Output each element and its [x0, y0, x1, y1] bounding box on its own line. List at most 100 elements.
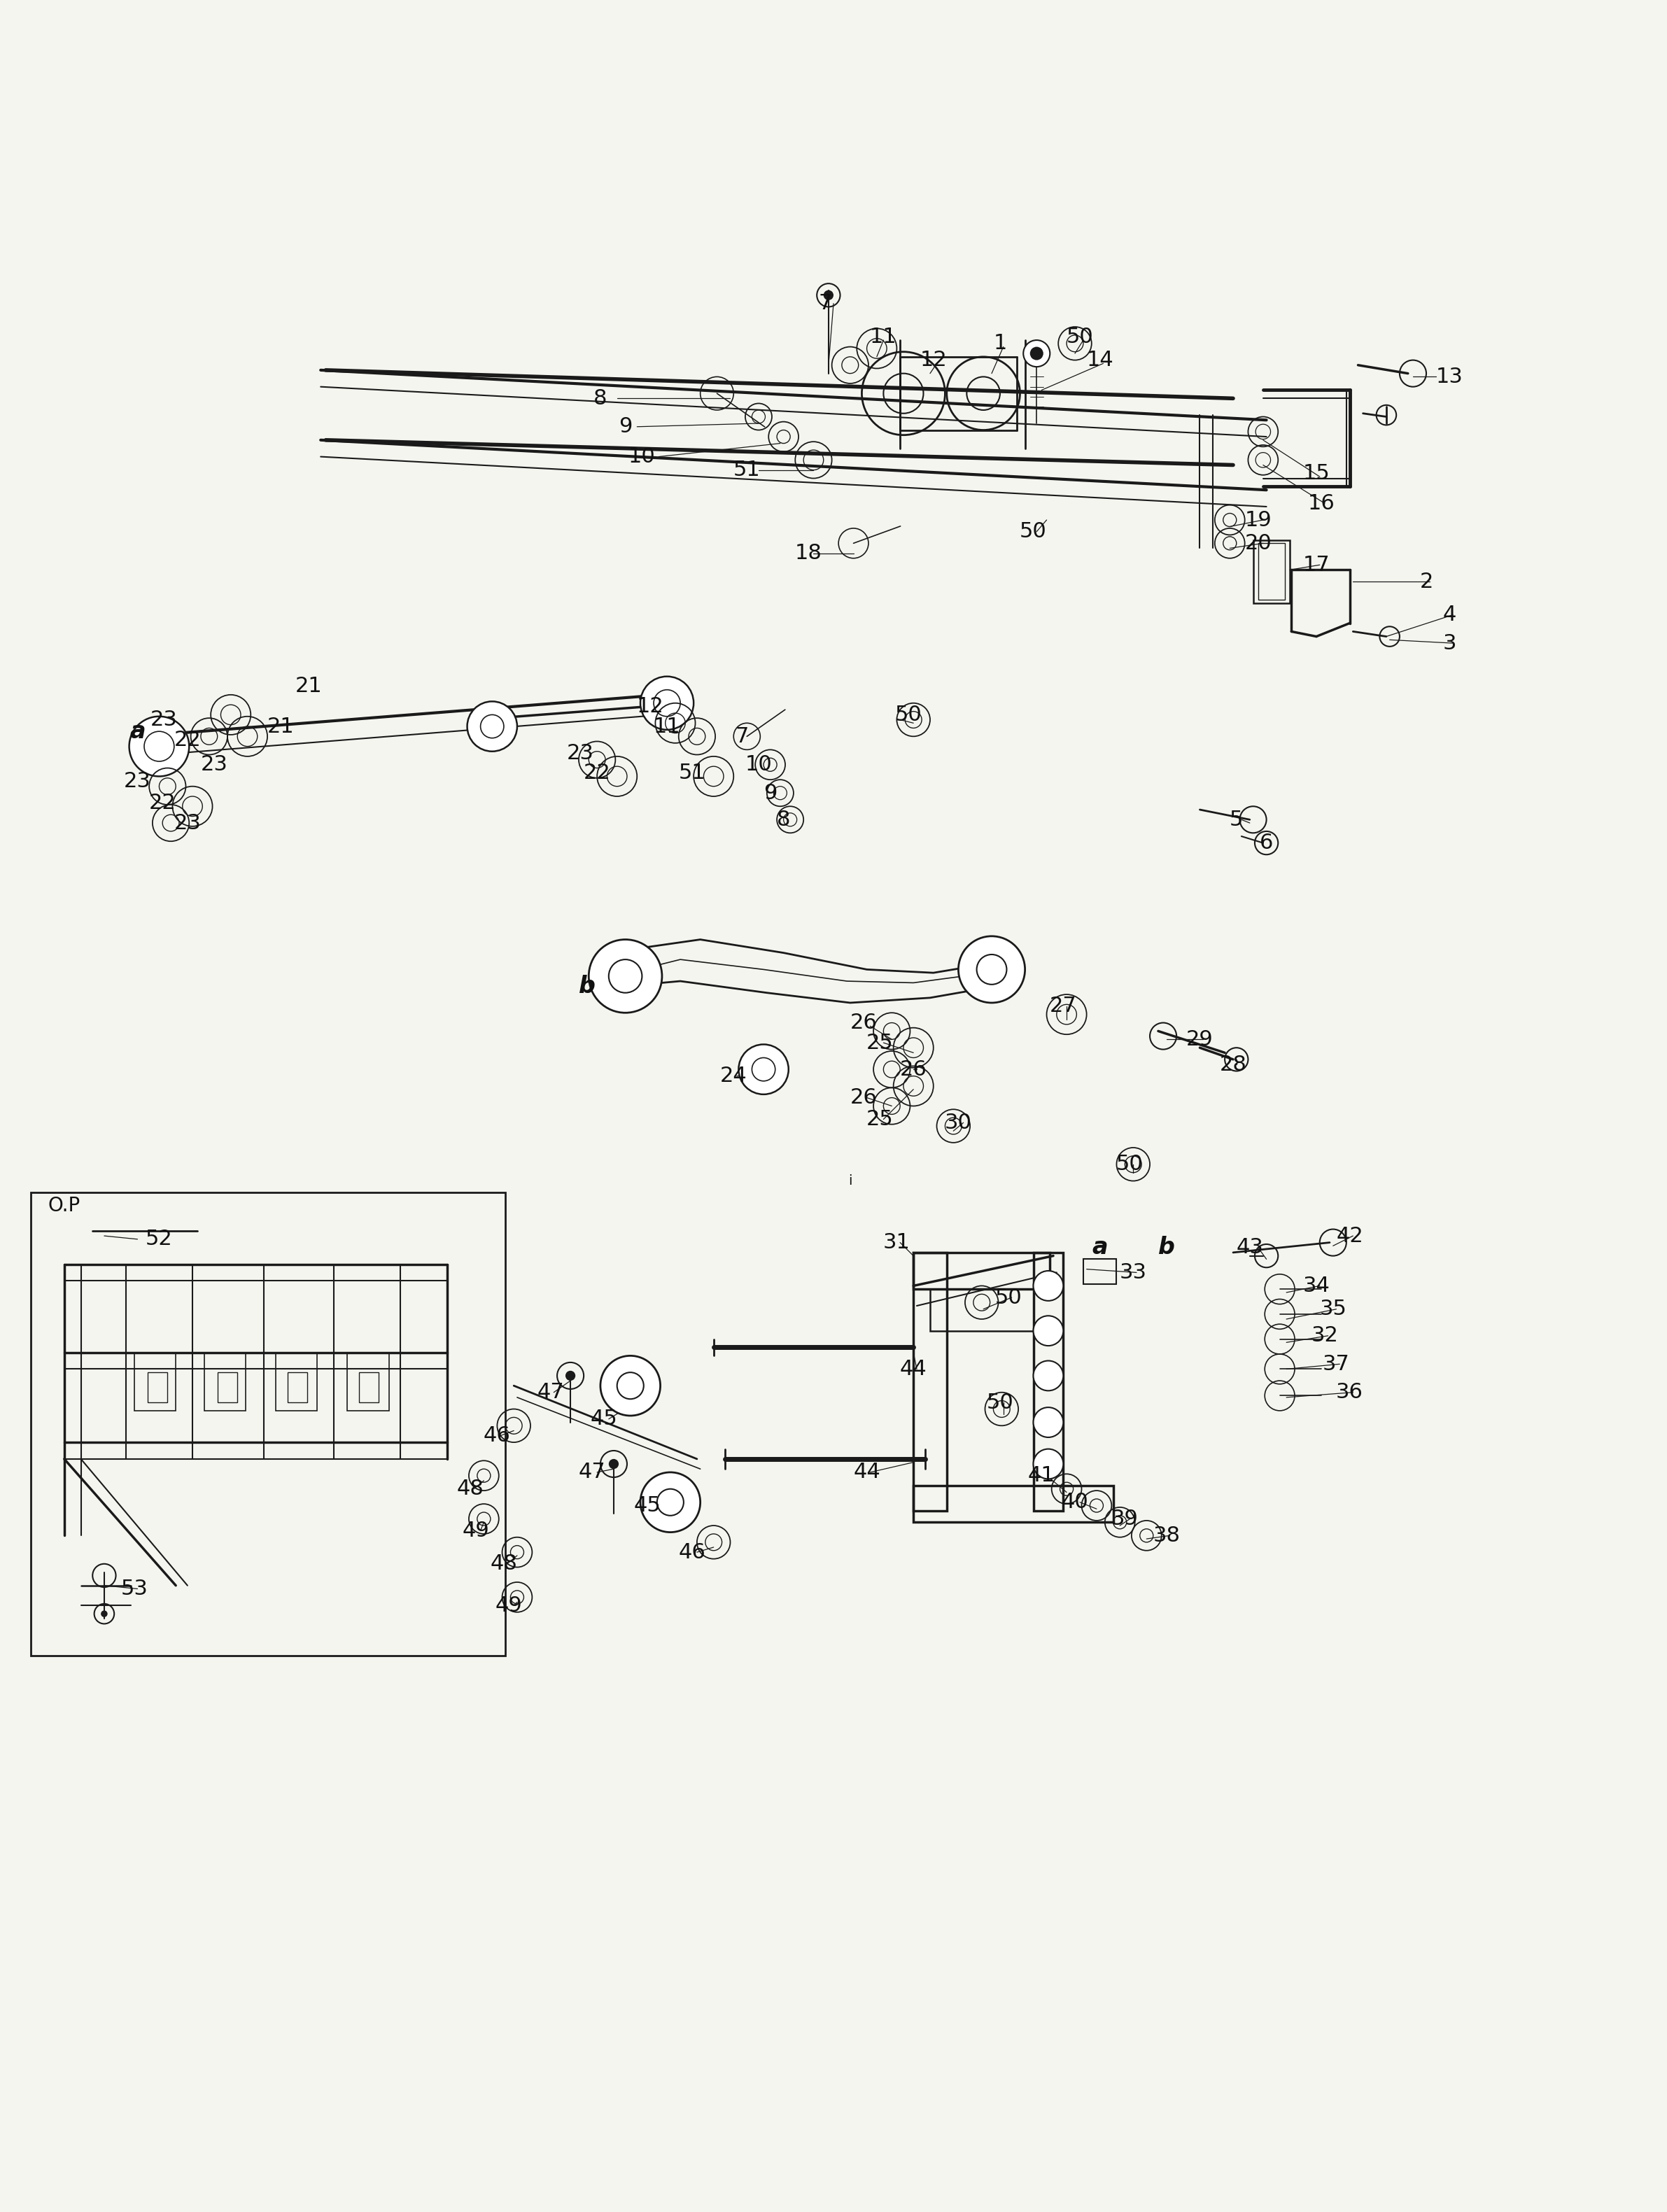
Text: 18: 18 — [795, 544, 822, 564]
Text: 4: 4 — [1444, 604, 1457, 626]
Text: 12: 12 — [920, 349, 947, 369]
Circle shape — [128, 717, 188, 776]
Text: 14: 14 — [1087, 349, 1114, 369]
Bar — [347, 1352, 388, 1411]
Text: 9: 9 — [763, 783, 777, 803]
Text: 7: 7 — [818, 294, 832, 314]
Text: 53: 53 — [120, 1579, 148, 1599]
Text: 21: 21 — [267, 717, 295, 737]
Text: 45: 45 — [633, 1495, 660, 1515]
Text: 3: 3 — [1442, 633, 1457, 653]
Bar — [1259, 544, 1285, 599]
Bar — [217, 1371, 237, 1402]
Text: 9: 9 — [618, 416, 632, 436]
Text: 20: 20 — [1245, 533, 1272, 553]
Text: 15: 15 — [1304, 462, 1330, 484]
Circle shape — [467, 701, 517, 752]
Text: b: b — [1159, 1237, 1175, 1259]
Text: 40: 40 — [1062, 1493, 1089, 1513]
Text: 23: 23 — [200, 754, 228, 774]
Text: 35: 35 — [1319, 1298, 1347, 1318]
Text: 16: 16 — [1309, 493, 1335, 513]
Text: 11: 11 — [870, 327, 897, 347]
Circle shape — [102, 1610, 108, 1617]
Text: 44: 44 — [900, 1358, 927, 1380]
Text: 48: 48 — [457, 1480, 483, 1500]
Text: 50: 50 — [1020, 522, 1047, 542]
Text: 52: 52 — [145, 1230, 173, 1250]
Circle shape — [1024, 341, 1050, 367]
Bar — [147, 1371, 167, 1402]
Text: 28: 28 — [1220, 1055, 1247, 1075]
Text: 1: 1 — [994, 334, 1007, 354]
Text: 47: 47 — [537, 1382, 563, 1402]
Text: 24: 24 — [720, 1066, 747, 1086]
Circle shape — [959, 936, 1025, 1002]
Text: 8: 8 — [777, 810, 790, 830]
Bar — [1254, 540, 1290, 604]
Circle shape — [1030, 347, 1044, 361]
Text: 36: 36 — [1335, 1382, 1364, 1402]
Text: 44: 44 — [854, 1462, 880, 1482]
Circle shape — [1034, 1272, 1064, 1301]
Text: 49: 49 — [462, 1520, 488, 1542]
Text: 30: 30 — [945, 1113, 972, 1133]
Text: 47: 47 — [578, 1462, 605, 1482]
Text: 42: 42 — [1337, 1225, 1364, 1245]
Text: a: a — [130, 719, 145, 743]
Text: 26: 26 — [850, 1013, 877, 1033]
Text: 7: 7 — [735, 726, 748, 745]
Text: 31: 31 — [884, 1232, 910, 1252]
Text: 8: 8 — [593, 389, 607, 409]
Text: 22: 22 — [148, 792, 177, 814]
Text: 23: 23 — [150, 710, 178, 730]
Circle shape — [823, 290, 834, 301]
Text: O.P: O.P — [48, 1197, 80, 1217]
Circle shape — [640, 1473, 700, 1533]
Bar — [914, 1252, 947, 1511]
Text: 23: 23 — [567, 743, 593, 763]
Text: 34: 34 — [1304, 1276, 1330, 1296]
Text: 49: 49 — [495, 1595, 522, 1615]
Circle shape — [1034, 1360, 1064, 1391]
Text: 23: 23 — [173, 812, 202, 834]
Text: 29: 29 — [1187, 1029, 1214, 1048]
Text: 50: 50 — [1117, 1155, 1144, 1175]
Bar — [1034, 1252, 1064, 1511]
Text: 51: 51 — [733, 460, 760, 480]
Text: 22: 22 — [583, 763, 610, 783]
Bar — [930, 1290, 1034, 1332]
Text: 50: 50 — [995, 1287, 1022, 1307]
Text: a: a — [1092, 1237, 1109, 1259]
Text: 2: 2 — [1420, 571, 1434, 591]
Text: 26: 26 — [850, 1088, 877, 1108]
Text: 46: 46 — [678, 1542, 705, 1562]
Text: 17: 17 — [1304, 555, 1330, 575]
Text: 51: 51 — [678, 763, 705, 783]
Text: 32: 32 — [1310, 1325, 1339, 1345]
Bar — [914, 1252, 1050, 1290]
Circle shape — [738, 1044, 788, 1095]
Bar — [1084, 1259, 1117, 1285]
Text: 48: 48 — [490, 1553, 517, 1575]
Circle shape — [600, 1356, 660, 1416]
Text: 38: 38 — [1154, 1526, 1180, 1546]
Text: 50: 50 — [895, 706, 922, 726]
Text: 23: 23 — [123, 772, 152, 792]
Bar — [914, 1486, 1114, 1522]
Text: i: i — [849, 1175, 852, 1188]
Text: b: b — [578, 975, 595, 998]
Circle shape — [1034, 1407, 1064, 1438]
Text: 25: 25 — [867, 1108, 894, 1130]
Text: 26: 26 — [900, 1060, 927, 1079]
Text: 45: 45 — [590, 1409, 617, 1429]
Text: 43: 43 — [1237, 1237, 1264, 1259]
Text: 46: 46 — [483, 1425, 510, 1447]
Text: 21: 21 — [295, 677, 323, 697]
Text: 13: 13 — [1435, 367, 1464, 387]
Text: 12: 12 — [637, 697, 663, 717]
Text: 25: 25 — [867, 1033, 894, 1053]
Bar — [287, 1371, 307, 1402]
Text: 6: 6 — [1260, 832, 1274, 854]
Circle shape — [640, 677, 693, 730]
